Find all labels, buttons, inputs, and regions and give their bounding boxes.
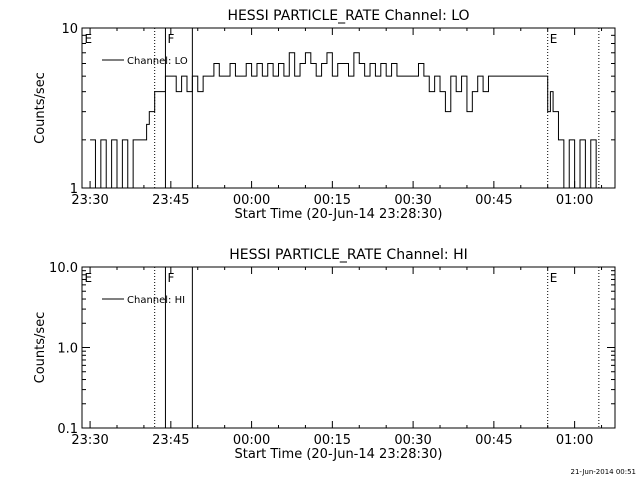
chart-panel-hi: HESSI PARTICLE_RATE Channel: HI 23:30 23:4… xyxy=(33,247,616,462)
y-tick-label: 1.0 xyxy=(57,342,78,357)
footer-timestamp: 21-Jun-2014 00:51 xyxy=(571,468,637,476)
x-tick-label: 00:00 xyxy=(233,433,270,448)
x-tick-label: 01:00 xyxy=(556,193,593,208)
x-tick-label: 23:45 xyxy=(152,193,189,208)
x-axis-label: Start Time (20-Jun-14 23:28:30) xyxy=(235,447,443,462)
x-tick-label: 23:30 xyxy=(71,193,108,208)
legend-label: Channel: HI xyxy=(127,295,185,306)
x-tick-label: 00:30 xyxy=(394,433,431,448)
x-tick-label: 23:45 xyxy=(152,433,189,448)
x-axis-label: Start Time (20-Jun-14 23:28:30) xyxy=(235,207,443,222)
series-line xyxy=(90,52,602,189)
event-marker-label: E xyxy=(85,271,93,285)
y-tick-label: 10.0 xyxy=(49,261,78,276)
event-marker-label: E xyxy=(85,32,93,46)
event-marker-label: F xyxy=(167,32,174,46)
event-marker-label: E xyxy=(550,271,558,285)
legend-label: Channel: LO xyxy=(127,56,188,67)
plot-frame xyxy=(81,27,616,189)
y-axis-label: Counts/sec xyxy=(33,72,48,144)
x-tick-label: 00:45 xyxy=(475,193,512,208)
plot-frame xyxy=(81,266,616,429)
event-marker-label: E xyxy=(550,32,558,46)
x-tick-label: 00:15 xyxy=(314,193,351,208)
chart-title: HESSI PARTICLE_RATE Channel: LO xyxy=(227,8,469,24)
x-tick-label: 01:00 xyxy=(556,433,593,448)
chart-title: HESSI PARTICLE_RATE Channel: HI xyxy=(229,247,467,263)
y-tick-label: 10 xyxy=(61,22,78,37)
event-marker-label: F xyxy=(167,271,174,285)
y-axis-label: Counts/sec xyxy=(33,312,48,384)
y-tick-label: 1 xyxy=(70,182,78,197)
y-tick-label: 0.1 xyxy=(57,422,78,437)
x-tick-label: 00:00 xyxy=(233,193,270,208)
x-tick-label: 00:15 xyxy=(314,433,351,448)
x-tick-label: 00:30 xyxy=(394,193,431,208)
x-tick-label: 00:45 xyxy=(475,433,512,448)
chart-panel-lo: HESSI PARTICLE_RATE Channel: LO 23:30 23:4… xyxy=(33,8,616,222)
x-tick-label: 23:30 xyxy=(71,433,108,448)
